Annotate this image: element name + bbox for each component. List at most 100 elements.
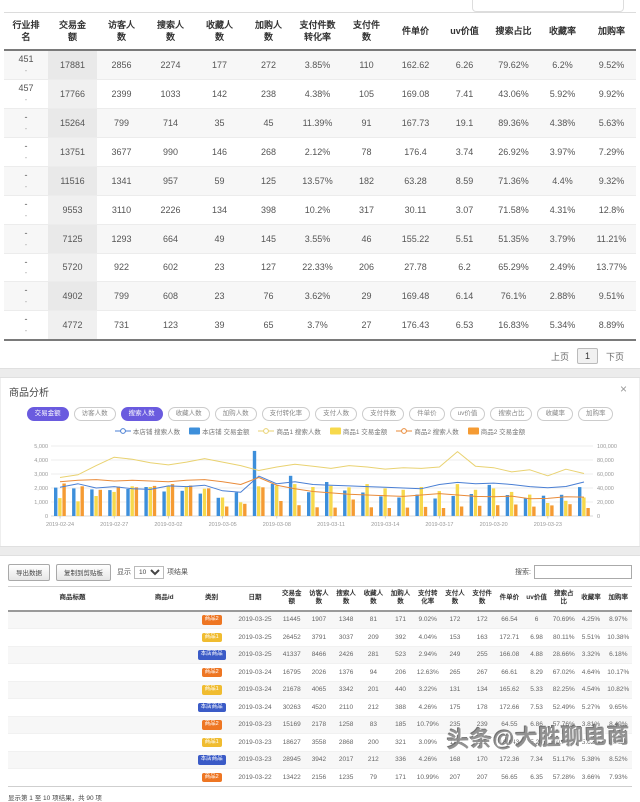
cell: 4.38%: [293, 79, 342, 110]
column-header[interactable]: 支付转 化率: [414, 585, 442, 612]
metric-pill[interactable]: 加购人数: [214, 407, 257, 421]
column-header[interactable]: 行业排 名: [4, 12, 48, 52]
product-id-cell: [137, 610, 192, 630]
rank-table-row: - -15264 799 714 35 45 11.39% 91 167.73 19.1 89.36…: [4, 108, 636, 138]
cell: 9553: [48, 195, 97, 225]
column-header[interactable]: 加购率: [604, 585, 632, 612]
cell: 134: [195, 195, 244, 225]
column-header[interactable]: 支付件 数: [342, 12, 391, 52]
rank-table-pagination: 上页 1 下页: [4, 341, 636, 368]
column-header[interactable]: 收藏人 数: [359, 585, 387, 612]
rank-cell: 457-: [4, 79, 48, 110]
legend-bar-marker: [329, 427, 341, 435]
metric-pill[interactable]: 支付转化率: [261, 407, 311, 421]
cell: 206: [342, 253, 391, 283]
column-header[interactable]: 交易金 额: [278, 585, 306, 612]
column-header[interactable]: 交易金 额: [48, 12, 97, 52]
column-header[interactable]: 加购人 数: [244, 12, 293, 52]
category-cell: 商品1: [191, 733, 232, 752]
export-data-button[interactable]: 导出数据: [8, 563, 50, 581]
cell: 79: [359, 768, 387, 787]
cell: 49: [195, 224, 244, 254]
search-input[interactable]: [534, 565, 632, 580]
column-header[interactable]: 件单价: [391, 12, 440, 52]
cell: 7.93%: [604, 768, 632, 787]
metric-pill[interactable]: 收藏率: [537, 407, 573, 421]
legend-item[interactable]: 商品2 搜索人数: [396, 426, 459, 436]
column-header[interactable]: 类别: [191, 585, 232, 612]
top-search-box[interactable]: [472, 0, 624, 12]
metric-pill[interactable]: 搜索人数: [120, 407, 163, 421]
cell: 2.49%: [538, 253, 587, 283]
product-table-row: 商品1 2019-03-25 26452 3791 3037 209 392 4.04% 153…: [8, 628, 632, 647]
rank-table-row: - -9553 3110 2226 134 398 10.2% 317 30.11 3.07 71.…: [4, 195, 636, 225]
next-page-button[interactable]: 下页: [605, 351, 624, 362]
column-header[interactable]: uv价值: [522, 585, 551, 612]
product-id-cell: [137, 663, 192, 682]
metric-pill[interactable]: uv价值: [449, 407, 486, 421]
cell: 4.54%: [577, 681, 605, 700]
product-title-cell: [8, 628, 138, 647]
metric-pill[interactable]: 件单价: [409, 407, 445, 421]
cell: 110: [441, 733, 469, 752]
column-header[interactable]: uv价值: [440, 12, 489, 52]
metric-pill[interactable]: 加购率: [577, 407, 614, 421]
category-cell: 本店商品: [191, 646, 232, 665]
column-header[interactable]: 支付人 数: [441, 585, 469, 612]
column-header[interactable]: 日期: [231, 585, 279, 612]
cell: 115: [468, 733, 496, 752]
column-header[interactable]: 收藏率: [538, 12, 587, 52]
cell: 3.79%: [538, 224, 587, 254]
metric-pill[interactable]: 搜索占比: [490, 407, 533, 421]
page-length-select[interactable]: 10: [134, 565, 164, 579]
category-tag: 商品2: [201, 667, 222, 678]
column-header[interactable]: 件单价: [495, 585, 523, 612]
column-header[interactable]: 搜索占 比: [550, 585, 578, 612]
metric-pill[interactable]: 访客人数: [73, 407, 116, 421]
legend-item[interactable]: 商品2 交易金额: [467, 426, 525, 436]
cell: 45: [244, 108, 293, 138]
cell: 922: [97, 253, 146, 283]
column-header[interactable]: 搜索占比: [489, 12, 538, 52]
column-header[interactable]: 收藏人 数: [195, 12, 244, 52]
cell: 1341: [97, 166, 146, 196]
column-header[interactable]: 搜索人 数: [332, 585, 360, 612]
metric-pill[interactable]: 交易金额: [26, 407, 69, 421]
legend-item[interactable]: 商品1 搜索人数: [258, 426, 321, 436]
category-tag: 本店商品: [197, 702, 226, 713]
metric-pill[interactable]: 收藏人数: [167, 407, 210, 421]
column-header[interactable]: 支付件 数: [468, 585, 496, 612]
metric-pill[interactable]: 支付件数: [362, 407, 405, 421]
column-header[interactable]: 商品标题: [8, 585, 138, 612]
column-header[interactable]: 访客人 数: [97, 12, 146, 52]
metric-pill[interactable]: 支付人数: [315, 407, 358, 421]
category-tag: 商品2: [201, 772, 222, 783]
legend-item[interactable]: 本店铺 交易金额: [189, 426, 249, 436]
current-page-button[interactable]: 1: [576, 348, 598, 365]
cell: 46: [342, 224, 391, 254]
cell: 28.66%: [550, 646, 578, 665]
page-length-control: 显示 10 项结果: [117, 565, 188, 579]
rank-table-row: 451-17881 2856 2274 177 272 3.85% 110 162.62 6.2…: [4, 50, 636, 81]
column-header[interactable]: 商品id: [137, 585, 192, 612]
cell: 3.62%: [293, 281, 342, 312]
svg-text:100,000: 100,000: [597, 444, 617, 450]
column-header[interactable]: 加购率: [587, 12, 636, 52]
column-header[interactable]: 加购人 数: [386, 585, 415, 612]
category-tag: 商品2: [201, 720, 222, 730]
copy-to-clipboard-button[interactable]: 复制到剪贴板: [56, 563, 111, 581]
prev-page-button[interactable]: 上页: [550, 351, 569, 362]
column-header[interactable]: 收藏率: [577, 585, 605, 612]
legend-item[interactable]: 商品1 交易金额: [329, 426, 387, 436]
legend-item[interactable]: 本店铺 搜索人数: [114, 426, 180, 436]
product-id-cell: [137, 768, 192, 787]
cell: 5.63%: [587, 108, 636, 138]
column-header[interactable]: 搜索人 数: [146, 12, 195, 52]
category-tag: 本店商品: [197, 650, 226, 660]
cell: 12.63%: [414, 663, 442, 682]
column-header[interactable]: 支付件数 转化率: [293, 12, 342, 52]
column-header[interactable]: 访客人 数: [305, 585, 333, 612]
cell: 10.38%: [604, 628, 632, 647]
rank-table-row: 457-17766 2399 1033 142 238 4.38% 105 169.08 7.4…: [4, 79, 636, 110]
close-icon[interactable]: ×: [619, 382, 627, 397]
